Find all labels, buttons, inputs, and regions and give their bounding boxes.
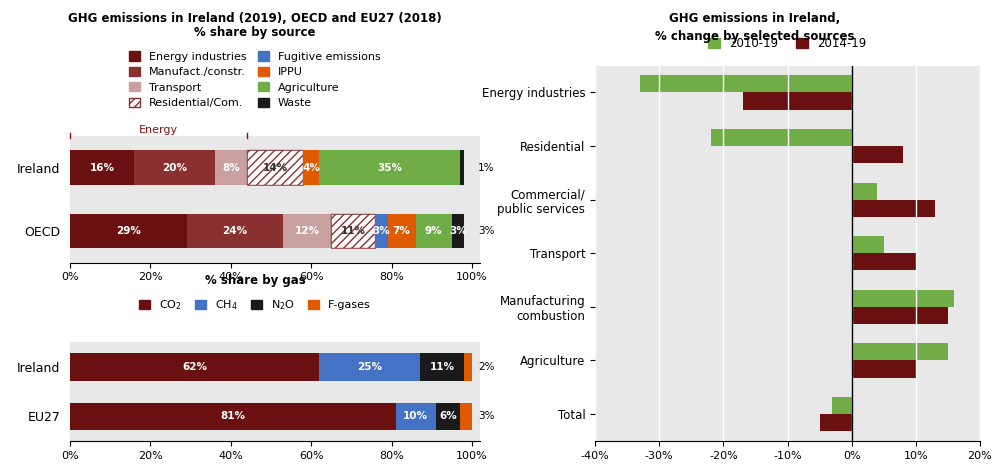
Text: 3%: 3%: [478, 411, 494, 421]
Bar: [852, 307, 948, 324]
Bar: [852, 146, 903, 163]
Text: 1%: 1%: [478, 163, 494, 173]
Text: 35%: 35%: [377, 163, 402, 173]
Bar: [820, 414, 852, 431]
Bar: [640, 76, 852, 92]
Bar: [283, 213, 331, 249]
Text: 12%: 12%: [295, 226, 320, 236]
Text: % share by gas: % share by gas: [205, 274, 305, 287]
Bar: [452, 213, 464, 249]
Bar: [319, 354, 420, 380]
Text: 11%: 11%: [341, 226, 366, 236]
Bar: [710, 129, 852, 146]
Text: 25%: 25%: [357, 362, 382, 372]
Text: 10%: 10%: [403, 411, 428, 421]
Bar: [852, 236, 884, 253]
Text: GHG emissions in Ireland,
% change by selected sources: GHG emissions in Ireland, % change by se…: [655, 12, 855, 43]
Text: 20%: 20%: [162, 163, 187, 173]
Text: 9%: 9%: [425, 226, 443, 236]
Bar: [852, 361, 916, 378]
Bar: [396, 403, 436, 430]
Bar: [460, 150, 464, 185]
Text: 8%: 8%: [222, 163, 240, 173]
Bar: [70, 150, 134, 185]
Text: 11%: 11%: [429, 362, 454, 372]
Bar: [852, 200, 935, 217]
Bar: [247, 150, 303, 185]
Bar: [852, 253, 916, 271]
Text: 81%: 81%: [220, 411, 245, 421]
Legend: CO$_2$, CH$_4$, N$_2$O, F-gases: CO$_2$, CH$_4$, N$_2$O, F-gases: [134, 294, 376, 316]
Bar: [388, 213, 416, 249]
Text: 2%: 2%: [478, 362, 494, 372]
Text: 3%: 3%: [373, 226, 390, 236]
Bar: [331, 213, 375, 249]
Bar: [464, 354, 472, 380]
Text: 6%: 6%: [439, 411, 457, 421]
Bar: [460, 403, 472, 430]
Bar: [247, 150, 303, 185]
Bar: [416, 213, 452, 249]
Bar: [70, 354, 319, 380]
Bar: [331, 213, 375, 249]
Bar: [375, 213, 388, 249]
Bar: [852, 182, 877, 200]
Text: % share by source: % share by source: [194, 26, 316, 39]
Bar: [70, 213, 187, 249]
Text: 24%: 24%: [222, 226, 247, 236]
Legend: 2010-19, 2014-19: 2010-19, 2014-19: [703, 32, 872, 54]
Bar: [134, 150, 215, 185]
Bar: [303, 150, 319, 185]
Text: 4%: 4%: [302, 163, 320, 173]
Text: 3%: 3%: [478, 226, 494, 236]
Text: Energy: Energy: [139, 125, 178, 135]
Bar: [743, 92, 852, 110]
Bar: [187, 213, 283, 249]
Bar: [832, 397, 852, 414]
Text: GHG emissions in Ireland (2019), OECD and EU27 (2018): GHG emissions in Ireland (2019), OECD an…: [68, 12, 442, 25]
Bar: [215, 150, 247, 185]
Text: 7%: 7%: [393, 226, 411, 236]
Bar: [852, 343, 948, 361]
Text: 16%: 16%: [90, 163, 115, 173]
Text: 29%: 29%: [116, 226, 141, 236]
Bar: [420, 354, 464, 380]
Text: 62%: 62%: [182, 362, 207, 372]
Text: 14%: 14%: [262, 163, 288, 173]
Bar: [852, 290, 954, 307]
Bar: [70, 403, 396, 430]
Text: 3%: 3%: [449, 226, 467, 236]
Legend: Energy industries, Manufact./constr., Transport, Residential/Com., Fugitive emis: Energy industries, Manufact./constr., Tr…: [125, 47, 385, 113]
Bar: [319, 150, 460, 185]
Bar: [436, 403, 460, 430]
